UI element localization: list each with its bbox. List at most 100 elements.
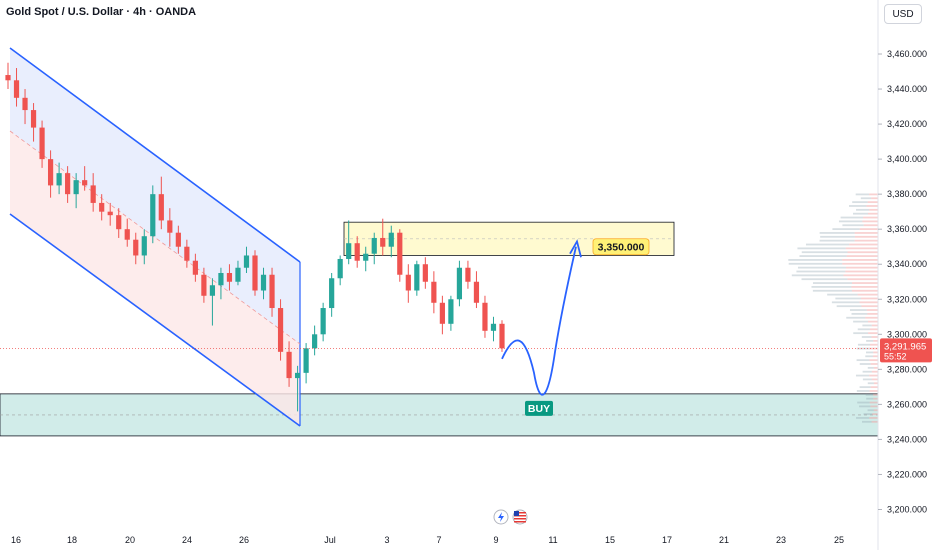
candle-body xyxy=(13,80,20,98)
candle-body xyxy=(158,194,164,221)
profile-bar-up xyxy=(849,309,867,311)
profile-bar-down xyxy=(845,247,878,250)
candle-body xyxy=(39,127,45,160)
profile-bar-down xyxy=(873,397,878,400)
x-tick-label: 11 xyxy=(548,535,557,545)
y-tick-label: 3,340.000 xyxy=(887,259,927,269)
channel-midline xyxy=(9,130,301,345)
y-tick-label: 3,260.000 xyxy=(887,399,927,409)
profile-bar-up xyxy=(856,417,870,419)
profile-bar-down xyxy=(869,401,878,404)
candle-body xyxy=(141,236,147,256)
profile-bar-down xyxy=(869,417,878,419)
channel-lower-line xyxy=(9,213,301,427)
candle-body xyxy=(320,308,326,335)
profile-bar-up xyxy=(805,243,850,246)
profile-bar-down xyxy=(851,282,878,284)
profile-bar-up xyxy=(861,336,872,338)
profile-bar-down xyxy=(845,270,878,273)
profile-bar-down xyxy=(842,262,878,265)
profile-bar-up xyxy=(867,366,874,369)
x-tick-label: 15 xyxy=(605,535,615,545)
profile-bar-up xyxy=(859,386,871,389)
profile-bar-down xyxy=(869,390,878,392)
profile-bar-down xyxy=(849,243,878,246)
lightning-glyph xyxy=(498,512,504,522)
candle-body xyxy=(490,323,497,331)
x-tick-label: 26 xyxy=(239,535,249,545)
profile-bar-down xyxy=(859,228,878,230)
profile-bar-down xyxy=(865,316,878,319)
y-tick-label: 3,460.000 xyxy=(887,49,927,59)
profile-bar-up xyxy=(857,343,870,346)
profile-bar-down xyxy=(866,309,878,311)
current-price-value: 3,291.965 xyxy=(884,341,926,352)
candle-body xyxy=(184,246,190,261)
candle-body xyxy=(90,185,96,203)
profile-bar-up xyxy=(862,378,872,381)
candle-body xyxy=(354,243,360,261)
currency-button[interactable]: USD xyxy=(884,4,922,24)
profile-bar-up xyxy=(832,228,860,230)
profile-bar-up xyxy=(797,266,846,269)
profile-bar-up xyxy=(819,239,855,242)
profile-bar-up xyxy=(827,293,858,296)
profile-bar-down xyxy=(845,266,878,269)
y-tick-label: 3,320.000 xyxy=(887,294,927,304)
profile-bar-down xyxy=(872,355,878,358)
profile-bar-up xyxy=(853,212,869,215)
profile-bar-up xyxy=(851,312,868,315)
y-axis: 3,460.000 3,440.000 3,420.000 3,400.000 3,38… xyxy=(877,0,932,550)
buy-label: BUY xyxy=(528,403,550,415)
candle-body xyxy=(209,285,216,296)
profile-bar-up xyxy=(862,420,872,423)
candle-body xyxy=(448,299,454,324)
annotations-layer: 3,350.000 BUY xyxy=(0,238,878,525)
profile-bar-down xyxy=(872,413,878,415)
candle-body xyxy=(482,302,488,331)
profile-bar-down xyxy=(869,328,878,331)
candle-body xyxy=(124,229,130,240)
candle-body xyxy=(337,258,343,279)
x-tick-label: 18 xyxy=(67,535,77,545)
profile-bar-up xyxy=(849,205,867,207)
profile-bar-up xyxy=(856,347,870,350)
profile-bar-down xyxy=(863,216,878,219)
profile-bar-up xyxy=(831,301,860,304)
profile-bar-up xyxy=(855,374,870,377)
profile-bar-down xyxy=(862,220,878,223)
profile-bar-up xyxy=(856,208,870,211)
candle-body xyxy=(82,180,88,186)
candle-body xyxy=(329,278,335,309)
profile-bar-up xyxy=(799,255,847,257)
profile-bar-up xyxy=(857,328,870,331)
profile-bar-down xyxy=(871,378,878,381)
countdown-value: 55:52 xyxy=(884,351,907,361)
x-tick-label: 17 xyxy=(662,535,672,545)
candle-body xyxy=(73,180,79,195)
candle-body xyxy=(456,267,463,300)
candle-body xyxy=(465,267,471,282)
profile-bar-down xyxy=(869,343,878,346)
candle-body xyxy=(303,348,309,373)
candle-body xyxy=(346,243,352,259)
profile-bar-down xyxy=(859,301,878,304)
candle-body xyxy=(260,274,267,291)
flag-stripe xyxy=(514,521,526,523)
profile-bar-up xyxy=(846,316,866,319)
candle-body xyxy=(294,372,301,379)
profile-bar-up xyxy=(812,289,852,292)
buy-tag-bg xyxy=(525,400,553,416)
profile-bar-up xyxy=(862,370,872,373)
profile-bar-down xyxy=(863,224,878,227)
profile-bar-down xyxy=(860,297,878,300)
current-price-tag xyxy=(880,338,932,363)
profile-bar-down xyxy=(870,405,878,408)
candle-body xyxy=(431,281,437,303)
chart-title: Gold Spot / U.S. Dollar · 4h · OANDA xyxy=(6,6,197,18)
candle-body xyxy=(150,194,156,237)
y-tick-label: 3,380.000 xyxy=(887,189,927,199)
profile-bar-down xyxy=(871,370,878,373)
profile-bar-down xyxy=(873,382,878,385)
